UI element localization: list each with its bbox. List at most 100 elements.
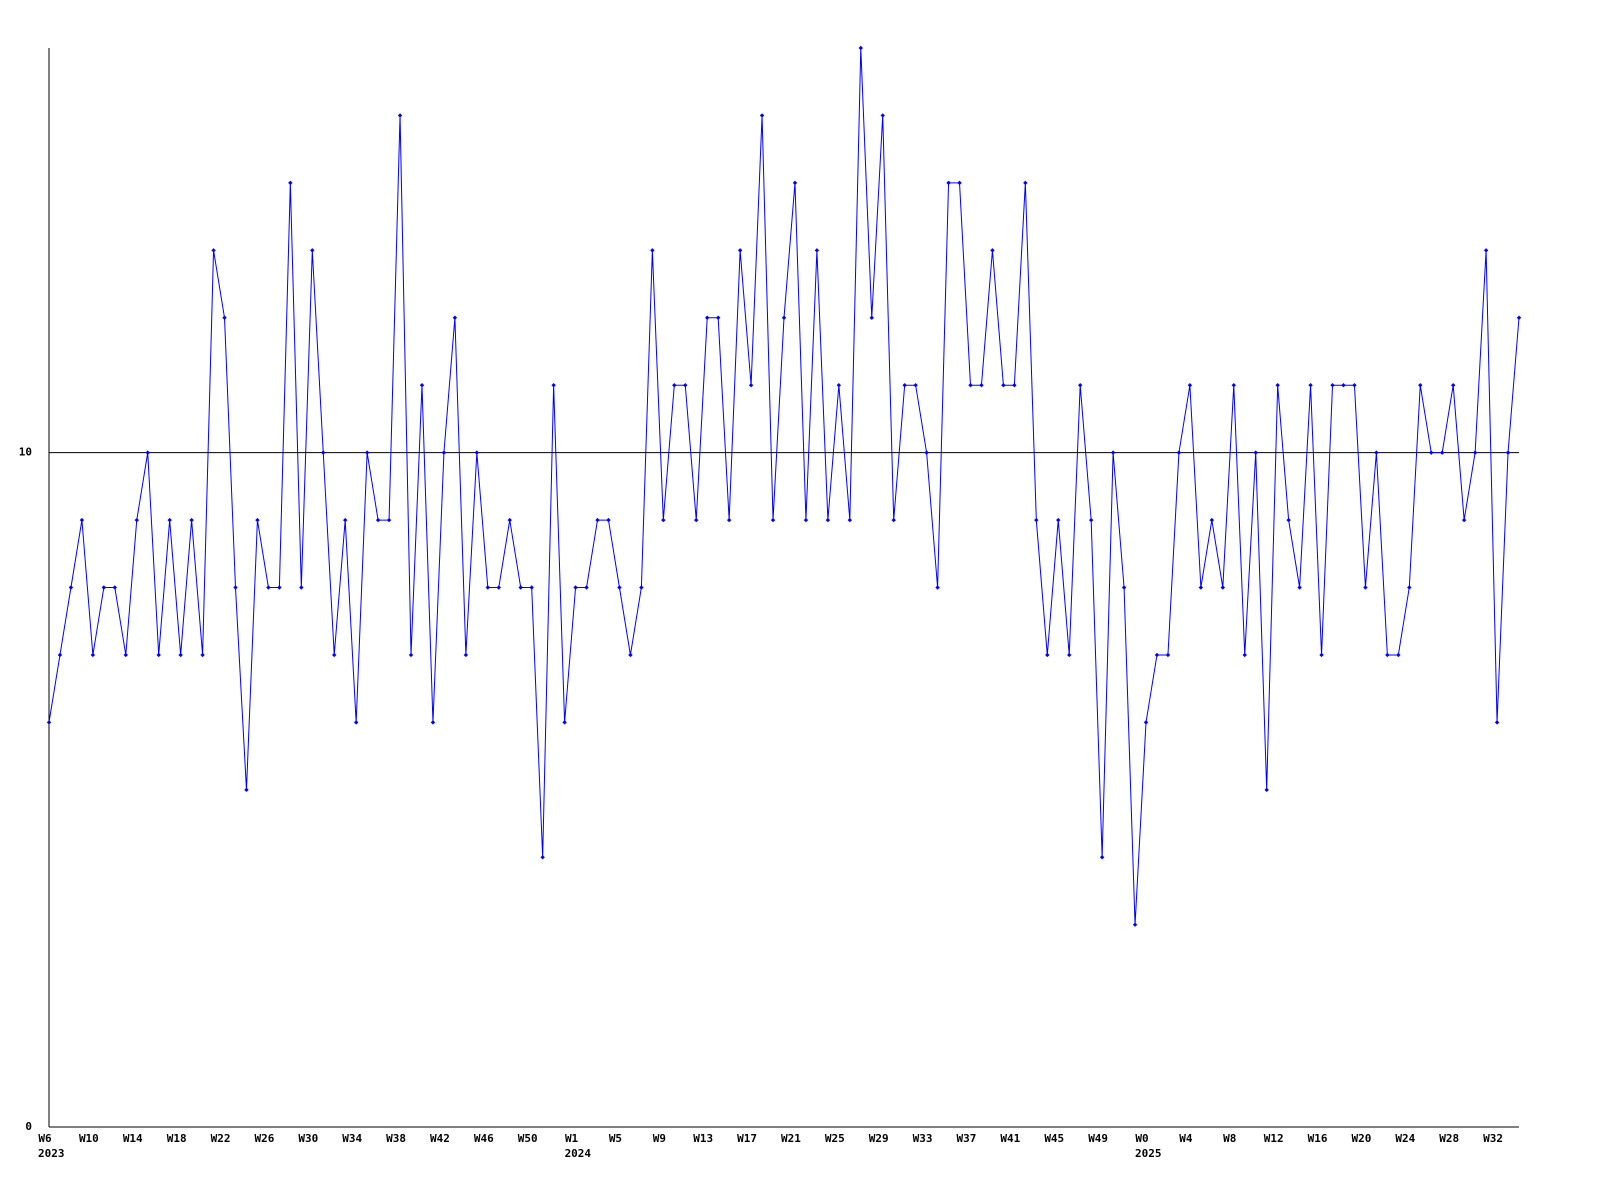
data-point <box>803 517 809 523</box>
data-point <box>891 517 896 523</box>
data-point <box>1154 652 1160 658</box>
data-point <box>1440 450 1445 455</box>
data-point <box>595 517 600 523</box>
data-point <box>847 517 853 523</box>
x-tick-label: W29 <box>869 1132 889 1145</box>
data-point <box>68 585 74 590</box>
data-point <box>606 517 611 523</box>
x-tick-label: W18 <box>167 1132 187 1145</box>
data-point <box>441 450 447 455</box>
data-point <box>562 720 567 725</box>
data-point <box>419 382 425 388</box>
data-point <box>990 248 995 253</box>
data-point <box>1483 248 1489 253</box>
data-point <box>397 113 403 118</box>
data-point <box>1286 517 1291 523</box>
y-tick-label: 0 <box>25 1120 32 1133</box>
data-point <box>1001 382 1006 388</box>
data-point <box>913 382 918 388</box>
data-point <box>288 180 293 186</box>
x-tick-label: W26 <box>254 1132 274 1145</box>
data-point <box>836 382 842 388</box>
data-point <box>792 180 798 186</box>
data-point <box>1099 855 1105 860</box>
data-point <box>1407 585 1412 590</box>
x-tick-label: W41 <box>1000 1132 1020 1145</box>
x-tick-label: W24 <box>1395 1132 1415 1145</box>
data-point <box>1352 382 1357 388</box>
data-point <box>496 585 501 590</box>
data-point <box>1461 517 1467 523</box>
data-point <box>770 517 776 523</box>
data-point <box>1198 585 1204 590</box>
x-tick-label: W6 <box>38 1132 52 1145</box>
x-tick-label: W14 <box>123 1132 143 1145</box>
data-point <box>200 652 205 658</box>
data-point <box>825 517 831 523</box>
data-point <box>1253 450 1258 455</box>
data-point <box>408 652 414 658</box>
data-point <box>1165 652 1171 658</box>
x-tick-label: W37 <box>957 1132 977 1145</box>
data-point <box>1275 382 1280 388</box>
data-point <box>310 248 315 253</box>
x-tick-label: W9 <box>653 1132 666 1145</box>
x-tick-label: W42 <box>430 1132 450 1145</box>
data-point <box>1121 585 1127 590</box>
data-point <box>1088 517 1094 523</box>
x-tick-label: W34 <box>342 1132 362 1145</box>
y-tick-label: 10 <box>19 446 32 459</box>
data-point <box>266 585 271 590</box>
data-point <box>463 652 469 658</box>
x-tick-label: W21 <box>781 1132 801 1145</box>
data-point <box>650 248 655 253</box>
x-tick-label: W46 <box>474 1132 494 1145</box>
data-point <box>759 113 765 118</box>
x-tick-label: W30 <box>298 1132 318 1145</box>
data-point <box>342 517 348 523</box>
data-point <box>1012 382 1017 388</box>
data-point <box>1505 450 1511 455</box>
data-point <box>858 45 863 51</box>
x-tick-label: W33 <box>913 1132 933 1145</box>
x-tick-label: W20 <box>1351 1132 1371 1145</box>
data-point <box>880 113 885 118</box>
data-point <box>540 855 545 860</box>
data-point <box>902 382 907 388</box>
data-point <box>979 382 984 388</box>
data-point <box>935 585 940 590</box>
data-point <box>1330 382 1335 388</box>
data-point <box>1494 720 1500 725</box>
data-point <box>1023 180 1028 186</box>
data-point <box>748 382 754 388</box>
data-point <box>452 315 458 320</box>
data-point <box>277 585 282 590</box>
x-tick-label: W5 <box>609 1132 622 1145</box>
x-tick-label: W17 <box>737 1132 757 1145</box>
x-tick-label: W45 <box>1044 1132 1064 1145</box>
x-tick-label: W1 <box>565 1132 579 1145</box>
data-point <box>1176 450 1182 455</box>
data-point <box>474 450 480 455</box>
data-point <box>705 315 710 320</box>
x-tick-label: W28 <box>1439 1132 1459 1145</box>
data-point <box>375 517 381 523</box>
data-point <box>178 652 183 658</box>
data-point <box>617 585 622 590</box>
data-point <box>46 720 52 725</box>
x-tick-label: W49 <box>1088 1132 1108 1145</box>
data-point <box>1264 787 1269 793</box>
x-tick-label: W13 <box>693 1132 713 1145</box>
data-point <box>90 652 96 658</box>
x-tick-label: W32 <box>1483 1132 1503 1145</box>
data-point <box>1308 382 1313 388</box>
data-point <box>189 517 194 523</box>
data-point <box>869 315 874 320</box>
data-point <box>222 315 227 320</box>
data-point <box>1516 315 1522 320</box>
data-point <box>529 585 534 590</box>
x-tick-label: W22 <box>211 1132 231 1145</box>
data-point <box>1450 382 1456 388</box>
